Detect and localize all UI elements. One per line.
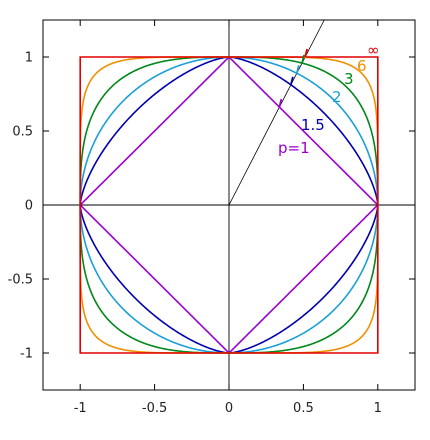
series-label: 3	[344, 70, 354, 88]
series-line-p-	[79, 56, 379, 354]
ray-intersection-mark	[289, 76, 294, 86]
series-label: 6	[357, 57, 367, 75]
series-label: 1.5	[301, 116, 325, 134]
x-tick-label: 0	[225, 401, 233, 416]
plot-area: -1 -0.5 0 0.5 1 -1 -0.5 0 0.5 1 p=1 1.5 236∞	[8, 19, 416, 416]
x-tick-label: 1	[374, 401, 382, 416]
series-label: p=1	[278, 139, 310, 157]
series-label: 2	[332, 88, 342, 106]
x-tick-label: -1	[74, 401, 87, 416]
ray-intersection-mark	[301, 54, 305, 64]
x-tick-label: 0.5	[293, 401, 314, 416]
y-tick-label: -1	[20, 347, 33, 362]
y-tick-label: 0.5	[12, 125, 33, 140]
ray-intersection-mark	[278, 98, 283, 108]
ray-intersection-mark	[295, 65, 300, 74]
y-tick-label: -0.5	[8, 273, 33, 288]
series-label: ∞	[367, 41, 380, 59]
ray-intersection-mark	[304, 48, 309, 58]
x-tick-label: -0.5	[142, 401, 167, 416]
radial-ray	[228, 19, 325, 206]
y-tick-label: 1	[25, 51, 33, 66]
y-tick-label: 0	[25, 199, 33, 214]
